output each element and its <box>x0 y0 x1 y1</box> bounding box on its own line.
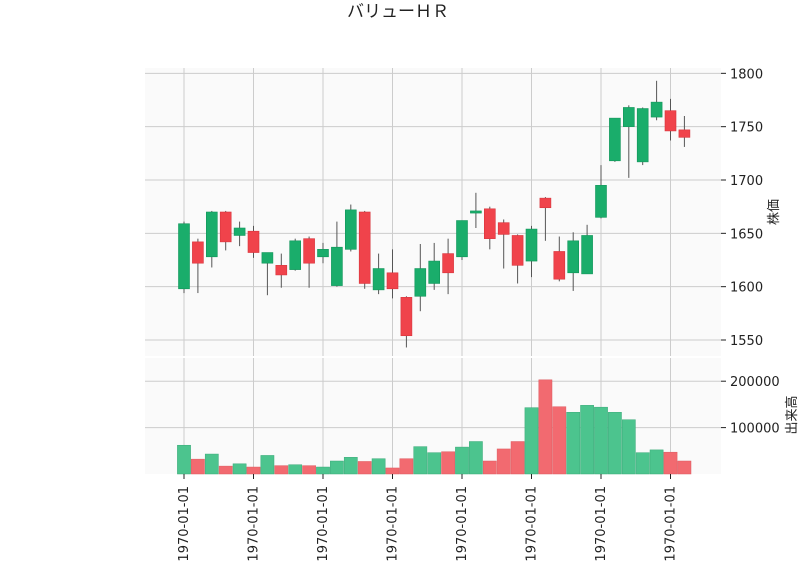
axis-ticks: 1550 1600 1650 1700 1750 1800 100000 200000 1970… <box>177 67 780 561</box>
volume-bar <box>371 458 386 475</box>
volume-tick-label: 100000 <box>730 422 780 437</box>
candle-body <box>678 129 691 138</box>
candle-body <box>261 252 274 264</box>
candle-body <box>303 238 315 264</box>
candle-body <box>609 117 621 162</box>
candle-body <box>664 110 677 132</box>
volume-bar <box>594 406 608 475</box>
volume-bar <box>302 465 316 475</box>
volume-bar <box>260 455 275 475</box>
volume-bar <box>232 463 247 475</box>
x-tick-label: 1970-01-01 <box>664 486 679 562</box>
candle-body <box>233 227 246 236</box>
x-tick-label: 1970-01-01 <box>386 486 401 562</box>
volume-bar <box>343 457 358 475</box>
volume-bar <box>385 467 400 475</box>
candle-body <box>178 223 190 290</box>
x-tick-label: 1970-01-01 <box>316 486 331 562</box>
candle-body <box>344 209 357 250</box>
candle-body <box>192 241 204 264</box>
candle-body <box>206 211 218 258</box>
price-tick-label: 1650 <box>730 227 763 242</box>
volume-bar <box>552 406 567 475</box>
volume-bar <box>663 451 678 475</box>
volume-bar <box>649 449 664 475</box>
volume-bar <box>482 460 497 475</box>
candle-body <box>358 211 371 284</box>
price-tick-label: 1600 <box>730 281 763 296</box>
volume-bar <box>246 466 261 475</box>
candle-body <box>636 108 649 163</box>
volume-bar <box>191 458 205 475</box>
volume-bar <box>608 412 622 475</box>
candle-body <box>470 210 482 214</box>
candle-body <box>456 220 468 258</box>
volume-bar <box>566 412 581 475</box>
volume-bar <box>427 452 442 475</box>
volume-bar <box>496 448 511 475</box>
x-tick-label: 1970-01-01 <box>455 486 470 562</box>
volume-bar <box>635 452 650 475</box>
x-tick-label: 1970-01-01 <box>525 486 540 562</box>
candle-body <box>386 272 399 290</box>
candle-body <box>622 107 635 127</box>
volume-bar <box>274 465 289 475</box>
volume-bar <box>316 466 330 475</box>
volume-axis-label: 出来高 <box>784 395 800 434</box>
candle-body <box>553 251 566 280</box>
volume-bar <box>469 441 483 475</box>
volume-bar <box>580 405 594 475</box>
candle-body <box>400 297 413 337</box>
volume-bar <box>330 460 344 475</box>
volume-bar <box>510 441 525 475</box>
candle-body <box>275 265 288 276</box>
volume-bar <box>177 444 191 475</box>
price-axis-label: 株価 <box>767 199 782 225</box>
candle-body <box>567 240 580 274</box>
price-tick-label: 1750 <box>730 121 763 136</box>
price-tick-label: 1550 <box>730 334 763 349</box>
volume-bar <box>538 379 553 475</box>
candle-body <box>497 222 510 235</box>
candle-body <box>581 235 593 275</box>
volume-bar <box>524 407 539 475</box>
candle-body <box>289 240 302 270</box>
volume-bars <box>177 379 692 475</box>
candle-body <box>525 228 538 262</box>
volume-bar <box>621 419 636 475</box>
candle-body <box>317 249 329 258</box>
x-tick-label: 1970-01-01 <box>247 486 262 562</box>
candle-body <box>539 197 552 209</box>
candle-body <box>442 253 454 274</box>
candle-body <box>247 230 260 253</box>
x-tick-label: 1970-01-01 <box>594 486 609 562</box>
candle-body <box>372 268 385 291</box>
volume-bar <box>357 461 372 475</box>
x-tick-label: 1970-01-01 <box>177 486 192 562</box>
volume-bar <box>441 451 455 475</box>
volume-bar <box>288 464 303 475</box>
volume-bar <box>413 446 428 475</box>
candle-body <box>650 101 663 118</box>
volume-bar <box>399 458 414 475</box>
chart-title: バリューＨＲ <box>347 2 449 22</box>
candle-body <box>414 268 427 297</box>
candle-body <box>331 246 343 286</box>
volume-bar <box>455 446 469 475</box>
price-candles <box>178 80 691 348</box>
price-tick-label: 1800 <box>730 67 763 82</box>
volume-bar <box>204 453 219 475</box>
candle-body <box>428 260 441 284</box>
candle-body <box>595 185 607 218</box>
candle-body <box>483 208 496 239</box>
volume-bar <box>218 465 233 475</box>
candle-body <box>511 235 524 266</box>
volume-bar <box>677 460 692 475</box>
volume-tick-label: 200000 <box>730 375 780 390</box>
candle-body <box>219 211 232 243</box>
price-tick-label: 1700 <box>730 174 763 189</box>
